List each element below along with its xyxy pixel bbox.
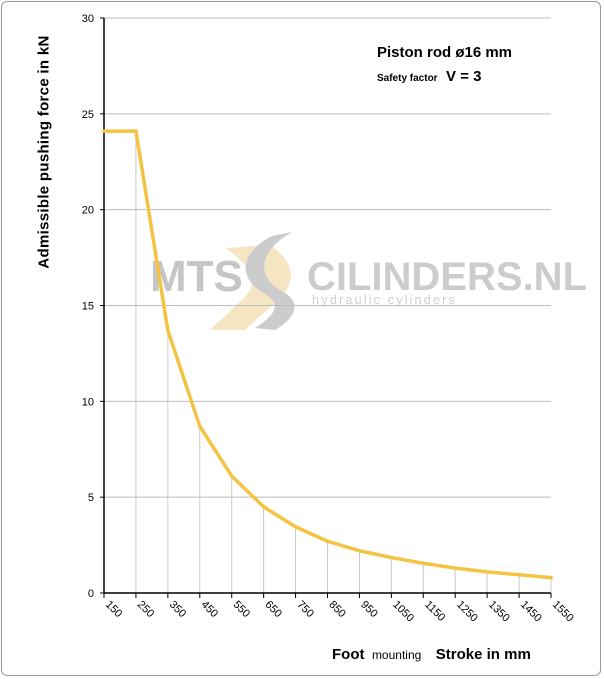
x-tick-label: 1050 bbox=[390, 599, 416, 625]
data-point bbox=[485, 570, 489, 574]
x-axis-label-mounting: mounting bbox=[371, 648, 422, 662]
data-point bbox=[325, 539, 330, 544]
x-tick-label: 750 bbox=[294, 599, 315, 620]
x-tick-label: 950 bbox=[358, 599, 379, 620]
x-axis-label: Foot mounting Stroke in mm bbox=[332, 646, 531, 664]
data-point bbox=[549, 575, 553, 580]
piston-rod-label: Piston rod ø16 mm bbox=[377, 44, 513, 61]
gridlines bbox=[104, 17, 551, 498]
data-point bbox=[453, 566, 458, 570]
data-point bbox=[517, 572, 521, 577]
y-tick-label: 20 bbox=[82, 205, 94, 217]
x-tick-label: 1150 bbox=[422, 599, 447, 624]
data-point bbox=[357, 549, 362, 553]
y-tick-label: 15 bbox=[82, 301, 94, 313]
x-tick-label: 250 bbox=[135, 599, 156, 620]
data-point bbox=[102, 129, 106, 133]
data-point bbox=[166, 328, 170, 333]
x-tick-label: 1550 bbox=[550, 599, 576, 625]
x-tick-label: 550 bbox=[231, 599, 252, 620]
x-tick-label: 450 bbox=[199, 599, 220, 620]
x-axis-label-foot: Foot bbox=[332, 646, 365, 663]
y-tick-labels: 0 5 10 15 20 25 30 bbox=[82, 13, 94, 600]
x-tick-label: 1450 bbox=[518, 599, 544, 625]
x-tick-labels: 150 250 350 450 550 650 750 850 950 1050 1150 1250 1… bbox=[103, 599, 576, 625]
series-line bbox=[102, 129, 553, 580]
annotation-box: Piston rod ø16 mm Safety factor V = 3 bbox=[377, 44, 512, 86]
x-tick-label: 1250 bbox=[454, 599, 480, 625]
y-tick-label: 0 bbox=[88, 588, 94, 600]
y-tick-label: 25 bbox=[82, 109, 94, 121]
safety-factor-label: Safety factor bbox=[377, 73, 438, 84]
data-point bbox=[134, 129, 138, 133]
y-tick-label: 5 bbox=[88, 492, 94, 504]
watermark-tagline: hydraulic cylinders bbox=[312, 292, 457, 307]
safety-factor-value: V = 3 bbox=[446, 68, 482, 85]
x-tick-label: 850 bbox=[326, 599, 347, 620]
series-group bbox=[102, 129, 553, 580]
data-point bbox=[229, 474, 234, 478]
y-tick-label: 30 bbox=[82, 13, 94, 25]
data-point bbox=[293, 525, 298, 529]
watermark-brand-left: MTS bbox=[150, 252, 243, 301]
axes bbox=[100, 17, 552, 598]
x-tick-label: 350 bbox=[167, 599, 188, 620]
data-point bbox=[261, 504, 266, 509]
y-axis-label: Admissible pushing force in kN bbox=[35, 35, 53, 269]
drop-lines bbox=[135, 131, 552, 593]
data-point bbox=[421, 561, 426, 566]
data-point bbox=[389, 555, 394, 560]
x-axis-label-stroke: Stroke in mm bbox=[435, 646, 531, 663]
watermark: MTS CILINDERS.NL hydraulic cylinders bbox=[150, 232, 587, 330]
y-tick-label: 10 bbox=[82, 396, 94, 408]
watermark-swoosh-icon bbox=[210, 245, 291, 330]
x-tick-label: 650 bbox=[263, 599, 284, 620]
safety-factor-row: Safety factor V = 3 bbox=[377, 68, 512, 86]
x-tick-label: 1350 bbox=[486, 599, 512, 625]
watermark-brand-right: CILINDERS.NL bbox=[307, 255, 587, 299]
data-point bbox=[197, 424, 202, 429]
x-tick-label: 150 bbox=[103, 599, 124, 620]
